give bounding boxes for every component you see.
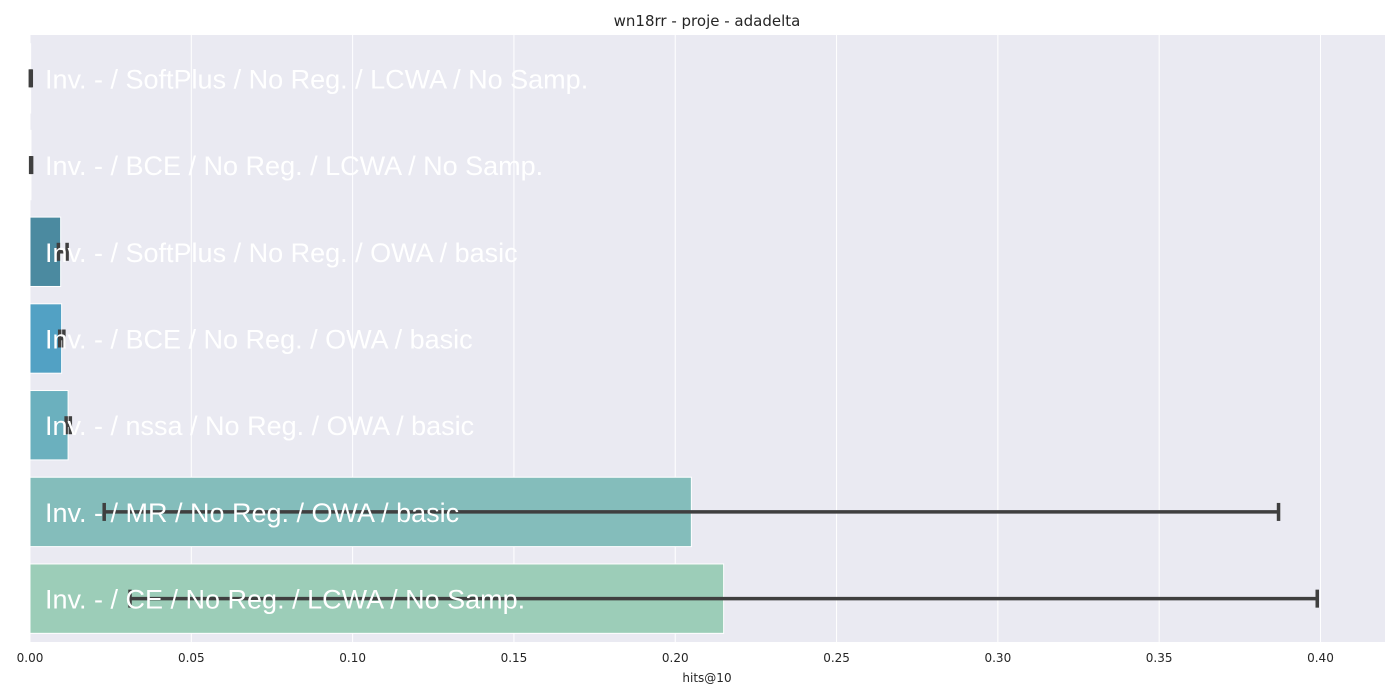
bar-category-label: Inv. - / nssa / No Reg. / OWA / basic [45,411,474,441]
error-bar [64,416,73,435]
bar-category-label: Inv. - / SoftPlus / No Reg. / OWA / basi… [45,238,518,268]
chart-title: wn18rr - proje - adadelta [614,12,801,30]
x-tick-label: 0.05 [178,651,205,665]
x-tick-label: 0.35 [1146,651,1173,665]
error-bar [102,502,1281,521]
bar-category-label: Inv. - / MR / No Reg. / OWA / basic [45,498,459,528]
x-tick-label: 0.10 [339,651,366,665]
x-axis-label: hits@10 [682,671,731,685]
bar-category-label: Inv. - / BCE / No Reg. / LCWA / No Samp. [45,151,543,181]
x-tick-label: 0.20 [662,651,689,665]
error-bar [28,69,34,88]
bar-category-label: Inv. - / CE / No Reg. / LCWA / No Samp. [45,585,525,615]
bar-category-label: Inv. - / SoftPlus / No Reg. / LCWA / No … [45,64,588,94]
bar-labels: Inv. - / SoftPlus / No Reg. / LCWA / No … [45,64,588,614]
x-tick-label: 0.25 [823,651,850,665]
x-tick-labels: 0.00 0.05 0.10 0.15 0.20 0.25 0.30 0.35 0.40 [17,651,1334,665]
bar-category-label: Inv. - / BCE / No Reg. / OWA / basic [45,325,473,355]
x-tick-label: 0.15 [501,651,528,665]
error-bar [57,329,66,348]
error-bar [128,589,1319,608]
error-bar [56,242,69,261]
error-bars [28,69,1319,608]
x-tick-label: 0.30 [984,651,1011,665]
error-bar [28,156,34,175]
x-tick-label: 0.00 [17,651,44,665]
bar [29,216,62,287]
x-tick-label: 0.40 [1307,651,1334,665]
bar [29,390,69,461]
